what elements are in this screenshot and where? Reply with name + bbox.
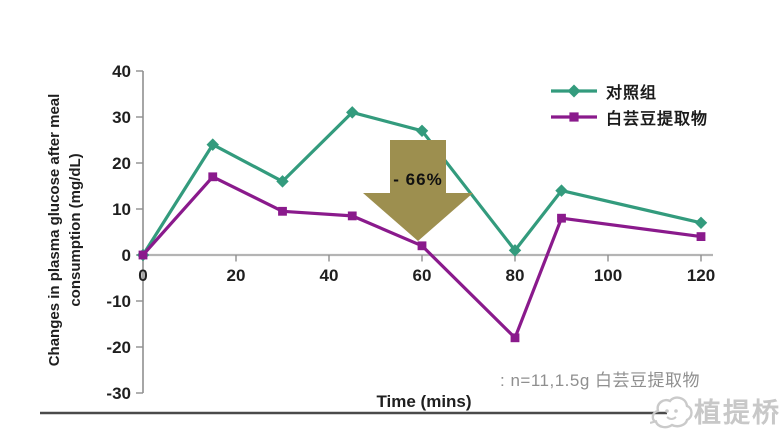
data-point-diamond (694, 216, 708, 230)
series-extract (138, 172, 706, 343)
data-point-diamond (508, 244, 522, 257)
data-point-square (696, 232, 706, 241)
legend-diamond-marker-icon (551, 84, 597, 98)
data-point-square (569, 112, 579, 122)
y-tick-label: 40 (112, 62, 131, 81)
x-tick-label: 0 (138, 266, 147, 285)
y-tick-label: 20 (112, 154, 131, 173)
data-point-square (510, 333, 520, 343)
data-point-square (208, 172, 218, 182)
legend-item-control: 对照组 (551, 78, 708, 104)
series-line (141, 110, 702, 256)
data-point-diamond (567, 84, 581, 98)
x-axis-title: Time (mins) (376, 392, 472, 411)
y-tick-label: -30 (106, 384, 131, 403)
down-arrow-annotation (363, 140, 473, 241)
watermark: 植提桥 (650, 390, 781, 436)
x-tick-label: 100 (594, 266, 622, 285)
data-point-square (557, 213, 566, 223)
data-point-diamond (206, 138, 219, 151)
data-point-square (347, 211, 357, 221)
x-tick-label: 60 (413, 266, 432, 285)
y-tick-label: 0 (122, 246, 131, 265)
data-point-square (278, 206, 287, 216)
data-point-diamond (276, 175, 289, 188)
x-tick-label: 120 (687, 266, 715, 285)
x-tick-label: 20 (227, 266, 246, 285)
legend-label-extract: 白芸豆提取物 (606, 111, 709, 128)
watermark-logo-icon (650, 396, 693, 429)
data-point-diamond (415, 124, 429, 138)
y-tick-label: -20 (106, 338, 131, 357)
study-footnote: : n=11,1.5g 白芸豆提取物 (500, 371, 701, 390)
watermark-text: 植提桥 (694, 398, 781, 428)
legend-label-control: 对照组 (606, 85, 658, 102)
series-line (141, 175, 702, 340)
x-tick-label: 40 (320, 266, 339, 285)
annotation-minus-66-percent-label: - 66% (393, 170, 443, 189)
data-point-square (138, 250, 148, 260)
y-tick-label: 30 (112, 108, 131, 127)
legend-square-marker-icon (551, 112, 597, 122)
data-point-square (417, 241, 427, 251)
x-tick-label: 80 (506, 266, 525, 285)
y-tick-label: 10 (112, 200, 131, 219)
legend-item-extract: 白芸豆提取物 (551, 104, 708, 130)
y-tick-label: -10 (106, 292, 131, 311)
chart-legend: 对照组 白芸豆提取物 (551, 78, 708, 130)
data-point-diamond (346, 106, 359, 119)
